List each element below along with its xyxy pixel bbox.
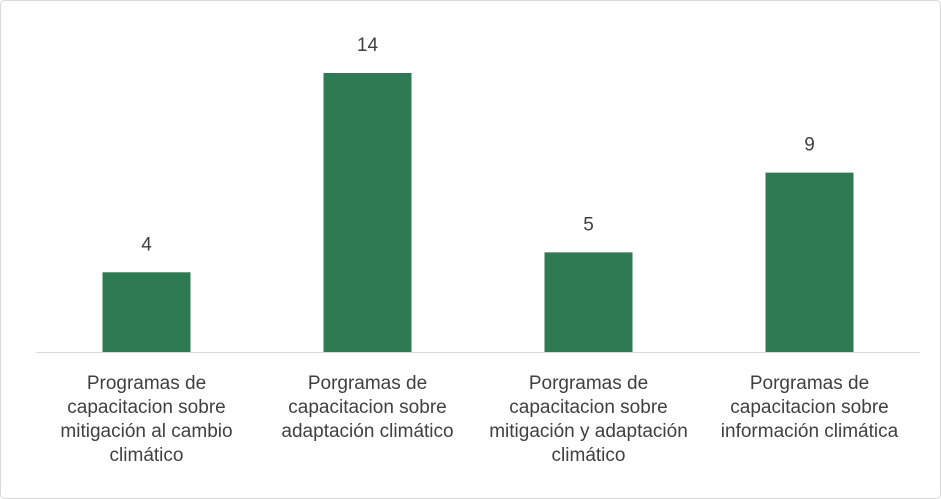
x-tick-label: Programas de capacitacion sobre mitigaci… xyxy=(60,373,233,466)
data-label: 14 xyxy=(357,35,379,56)
bar xyxy=(544,252,633,352)
x-tick-label: Porgramas de capacitacion sobre mitigaci… xyxy=(489,373,688,466)
data-label: 5 xyxy=(583,214,594,235)
bar xyxy=(102,272,191,352)
bar xyxy=(765,172,854,352)
x-tick-label: Porgramas de capacitacion sobre adaptaci… xyxy=(281,373,454,442)
data-label: 4 xyxy=(141,234,152,255)
data-label: 9 xyxy=(804,135,815,156)
bar xyxy=(323,73,412,352)
x-tick-label: Porgramas de capacitacion sobre informac… xyxy=(720,373,899,442)
